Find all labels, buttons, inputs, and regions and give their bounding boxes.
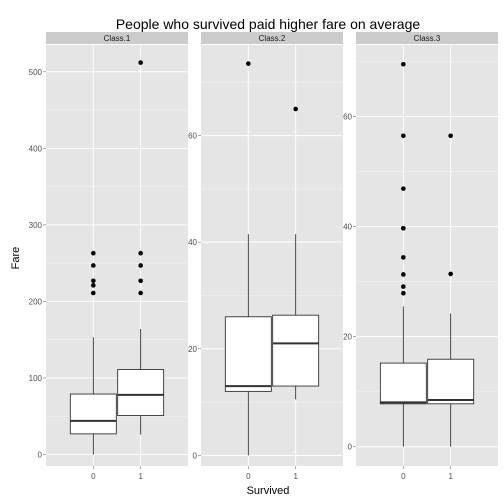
y-axis-title: Fare — [10, 247, 22, 270]
boxplot-0 — [69, 250, 117, 455]
facet-strip — [46, 32, 188, 44]
y-tick-label: 40 — [188, 238, 197, 247]
y-tick-label: 20 — [343, 333, 352, 342]
outlier-point — [448, 271, 453, 277]
outlier-point — [401, 133, 406, 139]
outlier-point — [401, 186, 406, 191]
facet-panel-1: Class.1 0 100 200 300 400 500 0 1 — [29, 32, 188, 481]
y-tick-label: 400 — [29, 144, 43, 153]
outlier-point — [91, 263, 96, 268]
y-tick-label: 0 — [348, 443, 353, 452]
outlier-point — [91, 290, 96, 296]
boxplot-0 — [224, 61, 272, 456]
y-tick-label: 40 — [343, 223, 352, 232]
outlier-point — [91, 283, 96, 288]
y-tick-label: 60 — [343, 113, 352, 122]
iqr-box — [117, 369, 165, 416]
outlier-point — [138, 250, 143, 256]
facet-panel-2: Class.2 0 20 40 60 0 1 — [188, 32, 343, 481]
outlier-point — [138, 290, 143, 296]
boxplot-0 — [379, 61, 427, 447]
iqr-box — [379, 362, 427, 405]
outlier-point — [448, 133, 453, 139]
panel-background — [46, 45, 188, 466]
x-axis-title: Survived — [247, 485, 290, 497]
facet-panel-3: Class.3 0 20 40 60 0 1 — [343, 32, 498, 481]
y-tick-label: 300 — [29, 221, 43, 230]
outlier-point — [91, 250, 96, 256]
x-tick-label: 1 — [448, 472, 453, 481]
outlier-point — [246, 61, 251, 66]
outlier-point — [401, 290, 406, 296]
y-tick-label: 200 — [29, 297, 43, 306]
facet-strip-label: Class.3 — [414, 34, 441, 43]
outlier-point — [138, 278, 143, 284]
panel-background — [201, 45, 343, 466]
y-tick-label: 60 — [188, 132, 197, 141]
y-tick-label: 0 — [38, 451, 43, 460]
x-tick-label: 0 — [401, 472, 406, 481]
iqr-box — [224, 316, 272, 392]
y-tick-label: 500 — [29, 68, 43, 77]
y-tick-label: 0 — [193, 451, 198, 460]
boxplot-1 — [427, 133, 475, 447]
boxplot-1 — [117, 60, 165, 435]
outlier-point — [401, 225, 406, 231]
outlier-point — [91, 278, 96, 284]
facet-strip-label: Class.1 — [104, 34, 131, 43]
x-tick-label: 1 — [293, 472, 298, 481]
facet-strip — [356, 32, 498, 44]
iqr-box — [427, 358, 475, 405]
boxplot-1 — [272, 106, 320, 400]
chart-title: People who survived paid higher fare on … — [116, 16, 421, 32]
y-tick-label: 20 — [188, 345, 197, 354]
outlier-point — [138, 60, 143, 65]
outlier-point — [138, 263, 143, 268]
x-tick-label: 1 — [138, 472, 143, 481]
iqr-box — [272, 314, 320, 387]
panel-background — [356, 45, 498, 466]
facet-strip — [201, 32, 343, 44]
y-tick-label: 100 — [29, 374, 43, 383]
x-tick-label: 0 — [246, 472, 251, 481]
outlier-point — [293, 106, 298, 112]
facet-strip-label: Class.2 — [259, 34, 286, 43]
outlier-point — [401, 255, 406, 260]
outlier-point — [401, 272, 406, 277]
outlier-point — [401, 284, 406, 289]
outlier-point — [401, 61, 406, 67]
x-tick-label: 0 — [91, 472, 96, 481]
iqr-box — [69, 393, 117, 435]
